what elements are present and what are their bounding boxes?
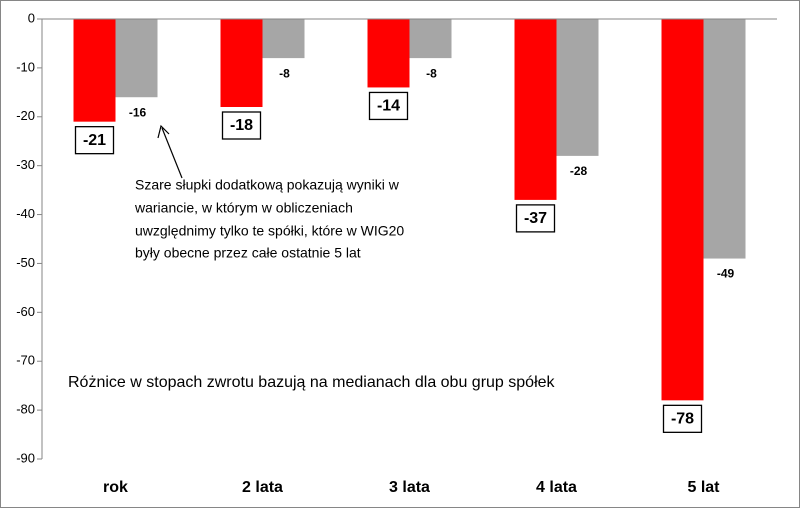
bar: [703, 19, 746, 259]
label-bg: [711, 263, 740, 284]
bar: [556, 19, 599, 156]
y-tick-label: -20: [16, 108, 35, 123]
x-tick-label: 2 lata: [242, 479, 283, 496]
arrow: [161, 127, 183, 179]
x-tick-label: 4 lata: [536, 479, 577, 496]
y-tick-label: -30: [16, 157, 35, 172]
bar: [514, 19, 557, 200]
label-box: [662, 404, 703, 433]
label-box: [368, 91, 409, 121]
note: Szare słupki dodatkową pokazują wyniki w: [135, 177, 400, 193]
data-label: -28: [570, 164, 588, 178]
bar: [115, 19, 158, 98]
bar: [367, 19, 410, 88]
data-label: -8: [279, 66, 290, 80]
label-bg: [417, 63, 446, 84]
label-box: [74, 126, 115, 155]
label-bg: [270, 63, 299, 84]
y-tick-label: -90: [16, 450, 35, 465]
y-tick-label: -10: [16, 59, 35, 74]
y-tick-label: 0: [28, 10, 35, 25]
label-box: [515, 204, 556, 233]
bar: [262, 19, 305, 59]
data-label: -8: [426, 66, 437, 80]
x-tick-label: 3 lata: [389, 479, 430, 496]
bar: [220, 19, 263, 107]
note: wariancie, w którym w obliczeniach: [134, 200, 353, 216]
data-label: -18: [230, 117, 253, 134]
data-label: -78: [671, 411, 694, 428]
arrow-head: [157, 124, 170, 139]
x-tick-label: rok: [103, 479, 128, 496]
y-tick-label: -80: [16, 402, 35, 417]
y-tick-label: -40: [16, 206, 35, 221]
note: były obecne przez całe ostatnie 5 lat: [135, 245, 361, 261]
data-label: -16: [129, 105, 147, 119]
bar: [409, 19, 452, 59]
y-tick-label: -50: [16, 255, 35, 270]
data-label: -14: [377, 98, 400, 115]
note: Różnice w stopach zwrotu bazują na media…: [68, 374, 556, 391]
note-box: [125, 170, 465, 262]
y-tick-label: -70: [16, 353, 35, 368]
data-label: -49: [717, 267, 735, 281]
bar: [73, 19, 116, 122]
x-tick-label: 5 lat: [687, 479, 720, 496]
bar: [661, 19, 704, 401]
label-bg: [123, 102, 152, 123]
note: uwzględnimy tylko te spółki, które w WIG…: [135, 223, 404, 239]
y-tick-label: -60: [16, 304, 35, 319]
data-label: -21: [83, 132, 106, 149]
label-bg: [564, 160, 593, 181]
data-label: -37: [524, 210, 547, 227]
label-box: [221, 111, 262, 140]
